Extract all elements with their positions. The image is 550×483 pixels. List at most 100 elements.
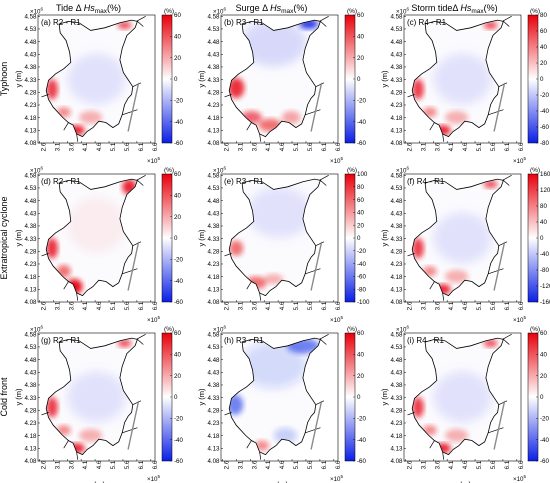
colorbar-tick-label: -60 — [357, 274, 367, 281]
colorbar-tick-label: 40 — [540, 219, 547, 226]
coastline — [45, 337, 138, 456]
colorbar-tick-label: 40 — [174, 352, 181, 359]
river-line — [503, 180, 510, 186]
river-line — [122, 109, 138, 116]
x-tick-label: 5.1 — [293, 142, 300, 151]
river-line — [503, 21, 510, 27]
x-tick-label: 2.6 — [406, 460, 413, 469]
x-tick-label: 4.1 — [265, 301, 272, 310]
y-tick-label: 4.18 — [207, 115, 220, 122]
axes-frame — [220, 332, 339, 462]
colorbar-tick-label: 60 — [174, 330, 181, 337]
x-tick-label: 3.6 — [68, 142, 75, 151]
y-tick-label: 4.53 — [207, 185, 220, 192]
axes-frame — [403, 14, 522, 144]
colorbar-tick-label: -80 — [357, 286, 367, 293]
x-tick-label: 5.6 — [307, 301, 314, 310]
bridge-line — [493, 82, 506, 132]
colorbar-tick-label: -80 — [540, 140, 550, 147]
river-line — [320, 180, 327, 186]
colorbar-tick-label: 0 — [174, 235, 178, 242]
field-patch — [264, 273, 284, 285]
y-tick-label: 4.18 — [24, 433, 37, 440]
x-tick-label: 3.1 — [420, 460, 427, 469]
colorbar-tick-label: -20 — [357, 248, 367, 255]
x-tick-label: 4.1 — [448, 301, 455, 310]
y-tick-label: 4.33 — [24, 395, 37, 402]
river-line — [246, 440, 252, 449]
y-tick-label: 4.53 — [390, 185, 403, 192]
river-line — [502, 333, 512, 340]
x-tick-label: 3.6 — [434, 142, 441, 151]
x-tick-label: 6.1 — [321, 301, 328, 310]
field-patch — [229, 77, 245, 99]
y-tick-label: 4.28 — [207, 249, 220, 256]
x-tick-label: 4.6 — [96, 460, 103, 469]
river-line — [132, 400, 142, 405]
colorbar-unit: (%) — [530, 8, 540, 15]
y-tick-label: 4.58 — [207, 331, 220, 338]
x-tick-label: 6.1 — [504, 460, 511, 469]
field-patch — [117, 21, 132, 30]
river-line — [122, 427, 138, 434]
colorbar-tick-label: -40 — [357, 437, 367, 444]
panel-label: (b) R3 - R1 — [224, 18, 264, 27]
coastline — [411, 337, 504, 456]
x-tick-label: 5.1 — [293, 460, 300, 469]
x-tick-label: 3.6 — [251, 142, 258, 151]
river-line — [503, 339, 510, 345]
bridge-line — [310, 82, 323, 132]
x-tick-label: 3.1 — [420, 142, 427, 151]
y-tick-label: 4.13 — [207, 128, 220, 135]
y-tick-label: 4.08 — [207, 458, 220, 465]
x-tick-label: 2.6 — [40, 142, 47, 151]
y-tick-label: 4.58 — [207, 13, 220, 20]
river-line — [122, 268, 138, 275]
field-patch — [483, 21, 498, 30]
y-tick-label: 4.23 — [390, 102, 403, 109]
y-tick-label: 4.23 — [207, 420, 220, 427]
x-tick-label: 5.1 — [110, 301, 117, 310]
x-tick-label: 6.1 — [504, 142, 511, 151]
panel-label: (g) R2 - R1 — [41, 336, 81, 345]
colorbar-tick-label: 40 — [174, 34, 181, 41]
colorbar-tick-label: 120 — [540, 187, 550, 194]
column-title: Tide Δ Hsmax(%) — [56, 3, 121, 15]
x-tick-label: 5.6 — [307, 142, 314, 151]
colorbar-tick-label: 80 — [540, 12, 547, 19]
river-line — [224, 412, 232, 416]
river-line — [319, 333, 329, 340]
panel-label: (c) R4 - R1 — [407, 18, 447, 27]
y-tick-label: 4.48 — [390, 357, 403, 364]
river-line — [132, 82, 142, 87]
colorbar-tick-label: 20 — [540, 373, 547, 380]
y-exponent: ×106 — [213, 325, 227, 334]
y-axis-label: y (m) — [14, 229, 23, 247]
colorbar-tick-label: 20 — [540, 60, 547, 67]
x-tick-label: 5.1 — [476, 301, 483, 310]
y-tick-label: 4.18 — [390, 274, 403, 281]
colorbar-tick-label: 40 — [174, 193, 181, 200]
coastline — [228, 337, 321, 456]
river-line — [63, 281, 69, 290]
colorbar-tick-label: -100 — [357, 299, 370, 306]
x-tick-label: 6.1 — [138, 460, 145, 469]
x-exponent: ×105 — [330, 156, 344, 165]
field-patch — [483, 180, 498, 189]
axes-frame — [37, 173, 156, 303]
y-tick-label: 4.28 — [207, 408, 220, 415]
y-tick-label: 4.53 — [390, 26, 403, 33]
x-tick-label: 5.6 — [124, 142, 131, 151]
colorbar-unit: (%) — [164, 8, 174, 15]
x-tick-label: 6.6 — [152, 460, 159, 469]
river-line — [429, 281, 435, 290]
x-tick-label: 4.1 — [448, 460, 455, 469]
field-patch — [240, 20, 307, 67]
x-tick-label: 6.1 — [138, 301, 145, 310]
field-patch — [273, 427, 298, 444]
x-exponent: ×105 — [147, 315, 161, 324]
colorbar-tick-label: -60 — [174, 140, 184, 147]
y-tick-label: 4.58 — [390, 13, 403, 20]
x-exponent: ×105 — [147, 474, 161, 483]
